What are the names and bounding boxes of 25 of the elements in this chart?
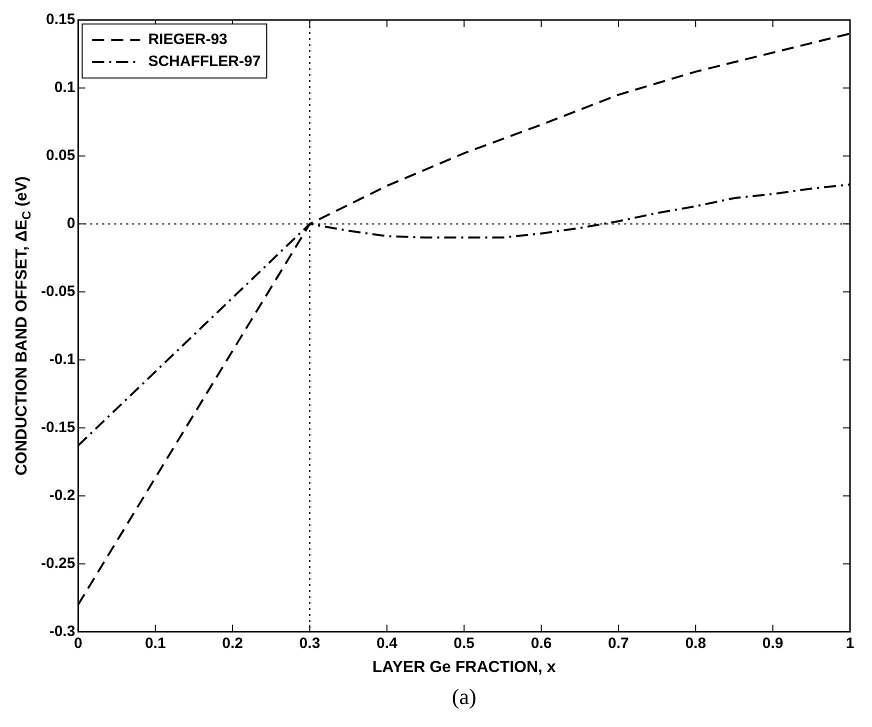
y-tick-label: 0.05 xyxy=(46,147,76,164)
y-tick-label: -0.1 xyxy=(49,351,76,368)
y-tick-label: -0.05 xyxy=(40,283,76,300)
y-tick-label: 0.1 xyxy=(54,79,76,96)
y-tick-label: -0.2 xyxy=(49,486,76,504)
x-tick-label: 0.1 xyxy=(144,634,166,652)
y-tick-label: 0 xyxy=(66,215,76,232)
x-tick-label: 0.2 xyxy=(222,634,243,652)
x-tick-label: 0.6 xyxy=(530,634,552,652)
x-tick-label: 0.4 xyxy=(376,634,398,652)
legend-label: SCHAFFLER-97 xyxy=(148,53,261,70)
y-tick-label: -0.15 xyxy=(40,419,76,436)
x-axis-title: LAYER Ge FRACTION, x xyxy=(372,658,556,676)
y-tick-label: -0.3 xyxy=(49,622,76,640)
x-tick-label: 1 xyxy=(846,634,854,652)
x-tick-label: 0.7 xyxy=(608,634,629,652)
x-tick-label: 0.3 xyxy=(299,634,320,652)
y-tick-label: -0.25 xyxy=(40,554,76,572)
text: (a) xyxy=(452,684,476,709)
y-axis-title: CONDUCTION BAND OFFSET, ΔEC (eV) xyxy=(13,176,34,476)
legend-label: RIEGER-93 xyxy=(148,31,228,48)
y-tick-label: 0.15 xyxy=(46,11,76,28)
x-tick-label: 0.9 xyxy=(762,634,784,652)
x-tick-label: 0.8 xyxy=(685,634,706,652)
x-tick-label: 0.5 xyxy=(454,634,475,652)
